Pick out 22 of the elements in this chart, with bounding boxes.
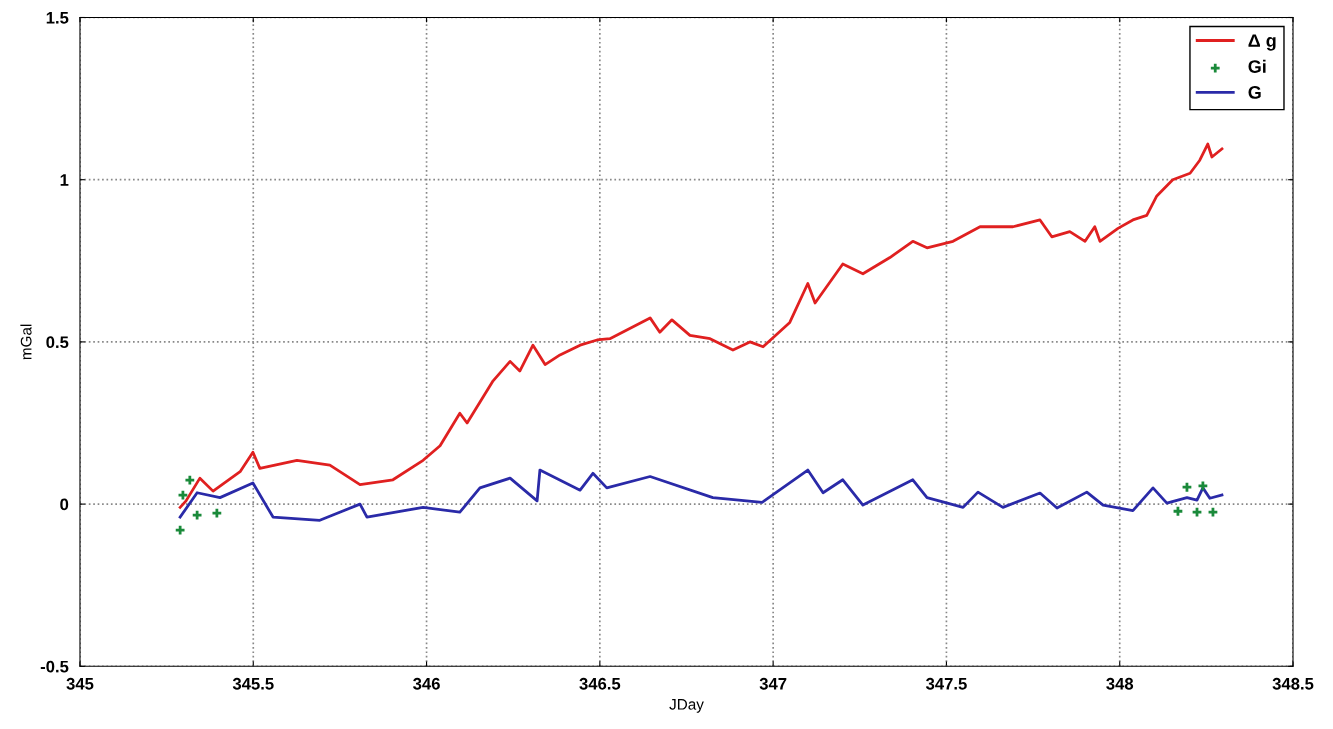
x-tick-label: 346.5 — [579, 677, 621, 690]
y-tick-label: 0 — [60, 498, 69, 511]
y-tick-label: -0.5 — [40, 660, 69, 673]
y-tick-label: 1.5 — [46, 12, 69, 24]
line-series — [178, 468, 1224, 522]
x-tick-label: 346 — [413, 677, 440, 690]
x-tick-label: 348 — [1106, 677, 1134, 690]
x-axis-title: JDay — [669, 699, 704, 713]
x-tick-label: 345.5 — [232, 677, 274, 690]
point — [211, 507, 223, 519]
legend-label: Δ g — [1248, 34, 1276, 51]
point — [191, 509, 203, 521]
y-tick-label: 1 — [60, 174, 69, 186]
legend-label: G — [1248, 86, 1261, 99]
x-tick-label: 347 — [759, 677, 787, 690]
x-tick-label: 348.5 — [1272, 677, 1314, 690]
legend-label: Gi — [1248, 59, 1266, 73]
x-tick-label: 345 — [66, 677, 94, 690]
y-tick-label: 0.5 — [46, 336, 69, 349]
y-axis-title: mGal — [20, 324, 32, 360]
x-tick-label: 347.5 — [925, 677, 967, 690]
line-series — [178, 142, 1224, 509]
